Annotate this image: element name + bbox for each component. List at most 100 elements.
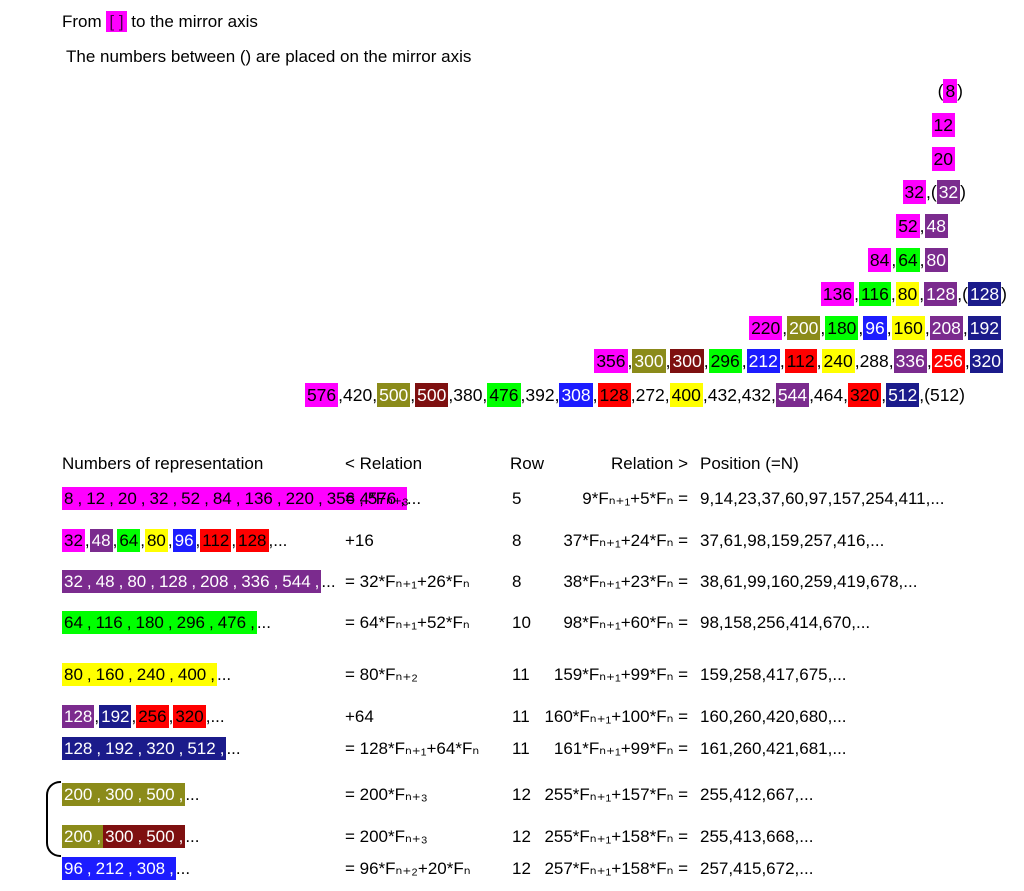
number-chip-purple: 336 — [893, 349, 927, 373]
number-chip-magenta: , — [75, 487, 85, 510]
plain-text: , — [167, 531, 173, 550]
plain-text: , — [820, 318, 826, 338]
number-chip-navy: , — [176, 737, 186, 760]
number-chip-dark-red: , — [135, 825, 145, 848]
row-number: 12 — [512, 827, 531, 846]
number-chip-magenta: , — [170, 487, 180, 510]
number-chip-navy: , — [135, 737, 145, 760]
relation-right: 159*Fₙ₊₁+99*Fₙ = — [553, 665, 688, 684]
mirror-triangle-row-6: 84, 64, 80 — [867, 248, 948, 272]
number-chip-purple: , — [271, 570, 281, 593]
header-row: Row — [510, 454, 545, 473]
number-chip-blue: 212 — [93, 857, 127, 880]
relation-right: 37*Fₙ₊₁+24*Fₙ = — [563, 531, 688, 550]
relation-right: 38*Fₙ₊₁+23*Fₙ = — [563, 572, 688, 591]
plain-text: ... — [185, 785, 200, 804]
mirror-triangle-row-8: 220, 200, 180, 96, 160, 208, 192 — [749, 316, 1001, 340]
number-chip-navy: 320 — [969, 349, 1003, 373]
position-sequence: 257,415,672,... — [700, 859, 814, 878]
number-chip-olive: , — [94, 783, 104, 806]
plain-text: , — [268, 531, 274, 550]
plain-text: ,288, — [854, 351, 894, 371]
plain-text: ) — [957, 81, 963, 101]
header-relation-right: Relation > — [610, 454, 688, 473]
relation-left: = 4*Fₙ₊₃ — [345, 489, 409, 508]
plain-text: , — [592, 385, 598, 405]
mirror-triangle-row-2: 12 — [931, 113, 955, 137]
mirror-triangle-row-9: 356, 300, 300, 296, 212, 112, 240,288, 336, 256,… — [594, 349, 1003, 373]
number-chip-red: 128 — [597, 383, 631, 407]
number-chip-green: , — [248, 611, 257, 634]
number-chip-red: 128 — [236, 529, 269, 552]
number-chip-purple: 48 — [924, 214, 948, 238]
number-chip-blue: , — [84, 857, 94, 880]
plain-text: ,392, — [520, 385, 560, 405]
number-chip-navy: 512 — [886, 383, 920, 407]
number-chip-purple: 208 — [198, 570, 231, 593]
number-chip-blue: 212 — [746, 349, 780, 373]
row-number: 10 — [512, 613, 531, 632]
number-chip-magenta: 20 — [931, 147, 955, 171]
plain-text: , — [886, 318, 892, 338]
number-chip-magenta: 20 — [115, 487, 139, 510]
number-chip-magenta: 32 — [902, 180, 926, 204]
number-chip-purple: 48 — [89, 529, 113, 552]
number-chip-purple: 32 — [936, 180, 961, 204]
plain-text: , — [168, 707, 174, 726]
position-sequence: 255,412,667,... — [700, 785, 814, 804]
number-chip-yellow: 160 — [93, 663, 127, 686]
number-chip-purple: 336 — [239, 570, 272, 593]
plain-text: , — [816, 351, 822, 371]
number-chip-green: 64 — [896, 248, 920, 272]
number-chip-navy: 192 — [103, 737, 136, 760]
number-chip-dark-red: 300 — [670, 349, 704, 373]
mirror-triangle-row-10: 576,420, 500, 500,380, 476,392, 308, 128,272,… — [304, 383, 965, 407]
position-sequence: 255,413,668,... — [700, 827, 814, 846]
plain-text: ( — [937, 81, 944, 101]
representation-numbers: 128, 192, 256, 320,... — [62, 705, 225, 729]
number-chip-purple: 544 — [280, 570, 313, 593]
number-chip-magenta: 576 — [365, 487, 399, 510]
mirror-triangle-row-4: 32 ,(32) — [902, 180, 966, 204]
row-number: 8 — [512, 531, 522, 550]
number-chip-magenta: 8 — [943, 79, 958, 103]
number-chip-magenta: , — [233, 487, 243, 510]
number-chip-yellow: 400 — [669, 383, 703, 407]
plain-text: , — [962, 318, 968, 338]
number-chip-navy: 128 — [62, 737, 95, 760]
number-chip-magenta: 52 — [179, 487, 203, 510]
header-position: Position (=N) — [700, 454, 799, 473]
relation-left: = 96*Fₙ₊₂+20*Fₙ — [345, 859, 471, 878]
plain-text: ... — [321, 572, 336, 591]
number-chip-blue: , — [167, 857, 176, 880]
plain-text: , — [964, 351, 970, 371]
number-chip-green: 180 — [825, 316, 859, 340]
number-chip-magenta: , — [398, 487, 407, 510]
plain-text: ) — [960, 182, 966, 202]
plain-text: ... — [210, 707, 225, 726]
number-chip-blue: 308 — [134, 857, 168, 880]
number-chip-dark-red: 500 — [144, 825, 177, 848]
number-chip-magenta: 84 — [210, 487, 234, 510]
plain-text: , — [131, 707, 137, 726]
number-chip-blue: 96 — [863, 316, 887, 340]
representation-numbers: 32, 48, 64, 80, 96, 112, 128,... — [62, 529, 287, 553]
row-number: 8 — [512, 572, 522, 591]
number-chip-dark-red: , — [176, 825, 186, 848]
plain-text: ,432,432, — [702, 385, 776, 405]
plain-text: ,272, — [630, 385, 670, 405]
position-sequence: 161,260,421,681,... — [700, 739, 847, 758]
number-chip-navy: , — [94, 737, 104, 760]
plain-text: ... — [406, 489, 422, 508]
plain-text: ,380, — [448, 385, 488, 405]
relation-right: 9*Fₙ₊₁+5*Fₙ = — [582, 489, 688, 508]
relation-right: 255*Fₙ₊₁+157*Fₙ = — [544, 785, 688, 804]
representation-numbers: 128, 192, 320, 512,... — [62, 737, 241, 761]
plain-text: ... — [216, 665, 232, 684]
number-chip-purple: 80 — [125, 570, 149, 593]
number-chip-red: 112 — [200, 529, 232, 552]
number-chip-purple: , — [230, 570, 240, 593]
number-chip-yellow: 80 — [144, 529, 168, 552]
number-chip-olive: 200 — [62, 825, 95, 848]
number-chip-green: 64 — [62, 611, 85, 634]
